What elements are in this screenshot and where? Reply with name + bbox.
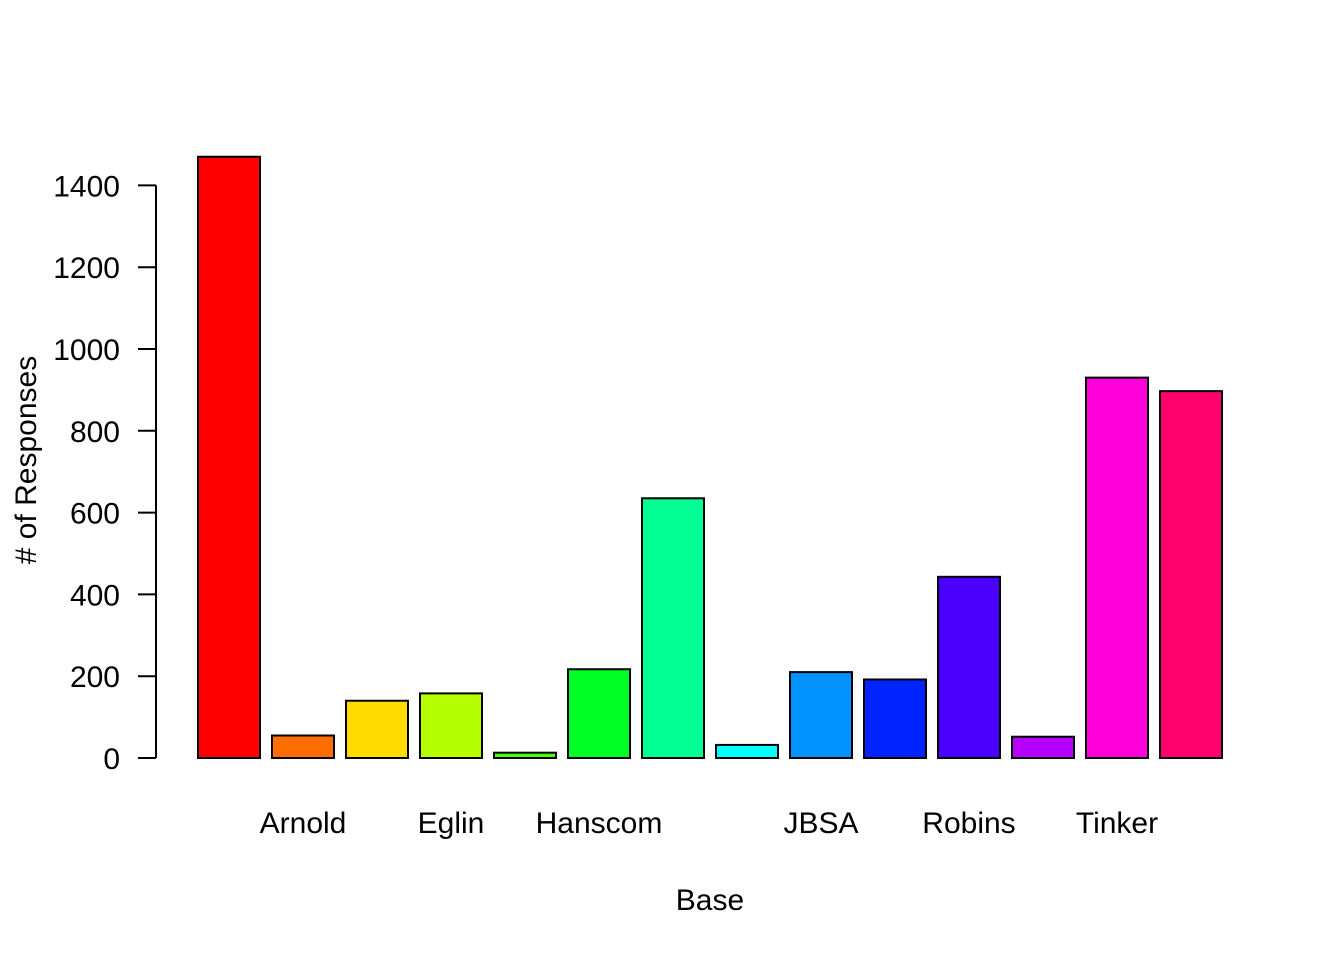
bars-group xyxy=(197,155,1223,760)
x-tick-label: Arnold xyxy=(260,807,347,840)
y-tick-label: 600 xyxy=(70,498,120,531)
bar-6 xyxy=(641,497,705,759)
x-tick-label: Hanscom xyxy=(536,807,663,840)
bar-11 xyxy=(1011,735,1075,759)
y-axis-title: # of Responses xyxy=(10,356,43,564)
bar-2 xyxy=(345,699,409,759)
x-tick-labels: Arnold Eglin Hanscom JBSA Robins Tinker xyxy=(260,807,1158,840)
bar-5 xyxy=(567,668,631,760)
y-tick-label: 1000 xyxy=(53,334,120,367)
y-axis: 0 200 400 600 800 1000 1200 1400 xyxy=(53,170,157,776)
bar-7 xyxy=(715,743,779,759)
bar-0 xyxy=(197,155,261,759)
bar-12 xyxy=(1085,376,1149,759)
bar-3 xyxy=(419,692,483,759)
bar-8 xyxy=(789,671,853,759)
x-tick-label: Tinker xyxy=(1076,807,1158,840)
x-tick-label: JBSA xyxy=(783,807,858,840)
y-tick-label: 0 xyxy=(103,743,120,776)
y-tick-label: 800 xyxy=(70,416,120,449)
y-tick-label: 200 xyxy=(70,661,120,694)
y-tick-label: 400 xyxy=(70,579,120,612)
bar-9 xyxy=(863,678,927,759)
bar-1 xyxy=(271,734,335,760)
x-axis-title: Base xyxy=(676,884,744,917)
x-tick-label: Eglin xyxy=(418,807,485,840)
y-tick-label: 1400 xyxy=(53,170,120,203)
bar-13 xyxy=(1159,390,1223,759)
y-tick-label: 1200 xyxy=(53,252,120,285)
bar-10 xyxy=(937,575,1001,759)
bar-4 xyxy=(493,751,557,759)
x-tick-label: Robins xyxy=(922,807,1015,840)
